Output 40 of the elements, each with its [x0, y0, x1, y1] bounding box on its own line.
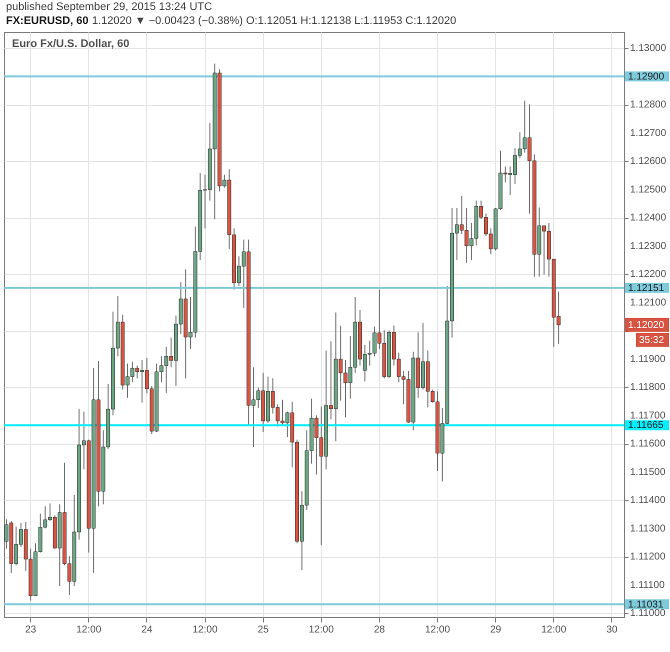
- y-tick-label: 1.11100: [630, 580, 666, 591]
- ref-line-label: 1.11031: [628, 599, 664, 610]
- y-tick-label: 1.12400: [630, 212, 667, 224]
- ref-line-label: 1.11665: [628, 420, 664, 432]
- text: 1.12020: [628, 320, 665, 331]
- y-tick-label: 1.12300: [630, 240, 667, 252]
- y-tick-label: 1.12800: [630, 100, 667, 111]
- ref-line-label: 1.12900: [628, 71, 665, 82]
- x-tick-label: 23: [25, 624, 37, 636]
- y-tick-label: 1.12500: [630, 184, 667, 196]
- x-tick-label: 24: [141, 624, 153, 636]
- x-tick-label: 12:00: [192, 624, 218, 636]
- y-tick-label: 1.11800: [630, 382, 666, 394]
- y-tick-label: 1.12200: [630, 269, 667, 280]
- y-tick-label: 1.11900: [630, 354, 666, 365]
- text: 35:32: [639, 334, 664, 346]
- y-tick-label: 1.11000: [630, 608, 666, 620]
- x-tick-label: 30: [606, 624, 618, 636]
- x-tick-label: 12:00: [425, 624, 450, 636]
- y-tick-label: 1.11300: [630, 523, 666, 534]
- x-tick-label: 12:00: [76, 624, 102, 636]
- text: published September 29, 2015 13:24 UTC: [6, 1, 212, 13]
- y-tick-label: 1.11200: [630, 552, 666, 563]
- y-tick-label: 1.11600: [630, 438, 666, 450]
- y-tick-label: 1.11700: [630, 410, 666, 422]
- y-tick-label: 1.11400: [630, 495, 666, 506]
- annotation: Euro Fx/U.S. Dollar, 60: [12, 38, 130, 50]
- text: 1.12020 ▼ −0.00423 (−0.38%) O:1.12051 H:1.12138 L:1.11953 C:1.12020: [92, 15, 456, 27]
- ref-line-label: 1.12151: [628, 282, 665, 294]
- y-tick-label: 1.11500: [630, 466, 666, 478]
- y-tick-label: 1.12600: [630, 156, 667, 168]
- x-tick-label: 12:00: [308, 624, 334, 636]
- x-tick-label: 29: [490, 624, 502, 636]
- y-tick-label: 1.12700: [630, 128, 667, 139]
- x-tick-label: 28: [374, 624, 386, 636]
- y-tick-label: 1.13000: [630, 43, 667, 54]
- chart-title: FX:EURUSD, 60: [6, 15, 89, 27]
- x-tick-label: 12:00: [541, 624, 567, 636]
- x-tick-label: 25: [258, 624, 270, 636]
- y-tick-label: 1.12100: [630, 297, 667, 308]
